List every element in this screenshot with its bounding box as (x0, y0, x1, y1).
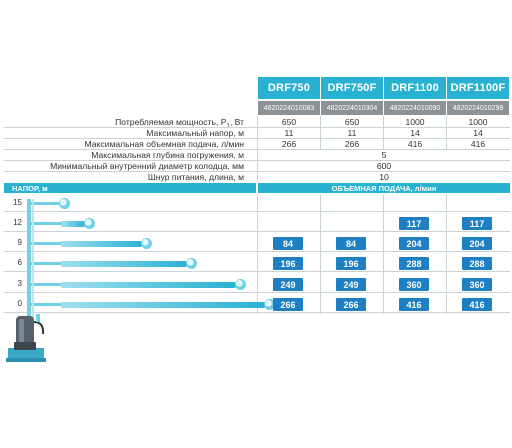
flow-value-badge: 288 (462, 257, 492, 270)
flow-value-badge: 360 (462, 278, 492, 291)
flow-value-badge: 84 (336, 237, 366, 250)
water-splash-icon (186, 258, 197, 269)
spec-value: 14 (473, 128, 483, 138)
spec-value-shared: 5 (381, 150, 387, 160)
flow-value-badge: 196 (336, 257, 366, 270)
row-divider (4, 312, 510, 313)
spec-value: 266 (281, 139, 297, 149)
model-code: 4820224010083 (258, 101, 320, 115)
flow-value-badge: 416 (462, 298, 492, 311)
flow-value-badge: 204 (399, 237, 429, 250)
water-jet-icon (61, 282, 237, 288)
head-column-header: НАПОР, м (4, 183, 256, 193)
row-divider (4, 211, 510, 212)
flow-value-badge: 266 (273, 298, 303, 311)
spec-value: 11 (347, 128, 357, 138)
spec-label-max-head: Максимальный напор, м (146, 128, 244, 138)
flow-value-badge: 288 (399, 257, 429, 270)
spec-value: 11 (284, 128, 294, 138)
row-divider (4, 171, 510, 172)
head-value: 3 (17, 279, 22, 288)
water-jet-icon (61, 261, 188, 267)
flow-value-badge: 249 (273, 278, 303, 291)
spec-value: 1000 (405, 117, 425, 127)
model-code: 4820224010304 (321, 101, 383, 115)
row-divider (4, 138, 510, 139)
model-code: 4820224010298 (447, 101, 509, 115)
model-header-4: DRF1100F 4820224010298 (447, 77, 509, 115)
head-value: 12 (13, 218, 22, 227)
submersible-pump-icon (6, 314, 46, 362)
flow-value-badge: 117 (399, 217, 429, 230)
column-separator (320, 194, 321, 314)
row-divider (4, 127, 510, 128)
water-jet-icon (61, 221, 86, 227)
model-name: DRF750F (321, 77, 383, 99)
head-value: 9 (17, 238, 22, 247)
model-code: 4820224010090 (384, 101, 446, 115)
row-divider (4, 292, 510, 293)
spec-value: 1000 (468, 117, 488, 127)
column-separator (320, 116, 321, 150)
spec-value: 416 (407, 139, 423, 149)
spec-value-shared: 10 (379, 172, 389, 182)
water-jet-icon (61, 302, 266, 308)
model-header-1: DRF750 4820224010083 (258, 77, 320, 115)
spec-value: 650 (344, 117, 360, 127)
water-jet-icon (61, 241, 143, 247)
branch-pipe (31, 303, 61, 306)
spec-label-cord: Шнур питания, длина, м (147, 172, 244, 182)
spec-label-max-flow: Максимальная объемная подача, л/мин (84, 139, 244, 149)
branch-pipe (31, 222, 61, 225)
row-divider (4, 160, 510, 161)
branch-pipe (31, 202, 61, 205)
head-value: 6 (17, 258, 22, 267)
spec-value: 14 (410, 128, 420, 138)
water-splash-icon (264, 299, 275, 310)
spec-value: 416 (470, 139, 486, 149)
spec-label-power: Потребляемая мощность, P1, Вт (115, 117, 244, 130)
water-splash-icon (84, 218, 95, 229)
model-name: DRF1100F (447, 77, 509, 99)
column-separator (383, 116, 384, 150)
column-separator (257, 194, 258, 314)
spec-value-shared: 600 (376, 161, 392, 171)
riser-pipe (27, 199, 31, 319)
flow-value-badge: 204 (462, 237, 492, 250)
water-splash-icon (235, 279, 246, 290)
flow-column-header: ОБЪЕМНАЯ ПОДАЧА, л/мин (258, 183, 510, 193)
branch-pipe (31, 283, 61, 286)
column-separator (446, 116, 447, 150)
row-divider (4, 149, 510, 150)
flow-value-badge: 266 (336, 298, 366, 311)
water-splash-icon (59, 198, 70, 209)
row-divider (4, 271, 510, 272)
column-separator (446, 194, 447, 314)
column-separator (383, 194, 384, 314)
flow-value-badge: 360 (399, 278, 429, 291)
head-value: 15 (13, 198, 22, 207)
flow-value-badge: 249 (336, 278, 366, 291)
spec-value: 650 (281, 117, 297, 127)
row-divider (4, 231, 510, 232)
riser-pipe-outline (32, 199, 34, 319)
row-divider (4, 251, 510, 252)
model-header-3: DRF1100 4820224010090 (384, 77, 446, 115)
branch-pipe (31, 262, 61, 265)
head-value: 0 (17, 299, 22, 308)
spec-value: 266 (344, 139, 360, 149)
spec-label-max-depth: Максимальная глубина погружения, м (91, 150, 244, 160)
flow-value-badge: 117 (462, 217, 492, 230)
model-name: DRF750 (258, 77, 320, 99)
model-header-2: DRF750F 4820224010304 (321, 77, 383, 115)
flow-value-badge: 196 (273, 257, 303, 270)
water-splash-icon (141, 238, 152, 249)
flow-value-badge: 84 (273, 237, 303, 250)
branch-pipe (31, 242, 61, 245)
spec-label-min-diameter: Минимальный внутренний диаметр колодца, … (50, 161, 244, 171)
model-name: DRF1100 (384, 77, 446, 99)
flow-value-badge: 416 (399, 298, 429, 311)
